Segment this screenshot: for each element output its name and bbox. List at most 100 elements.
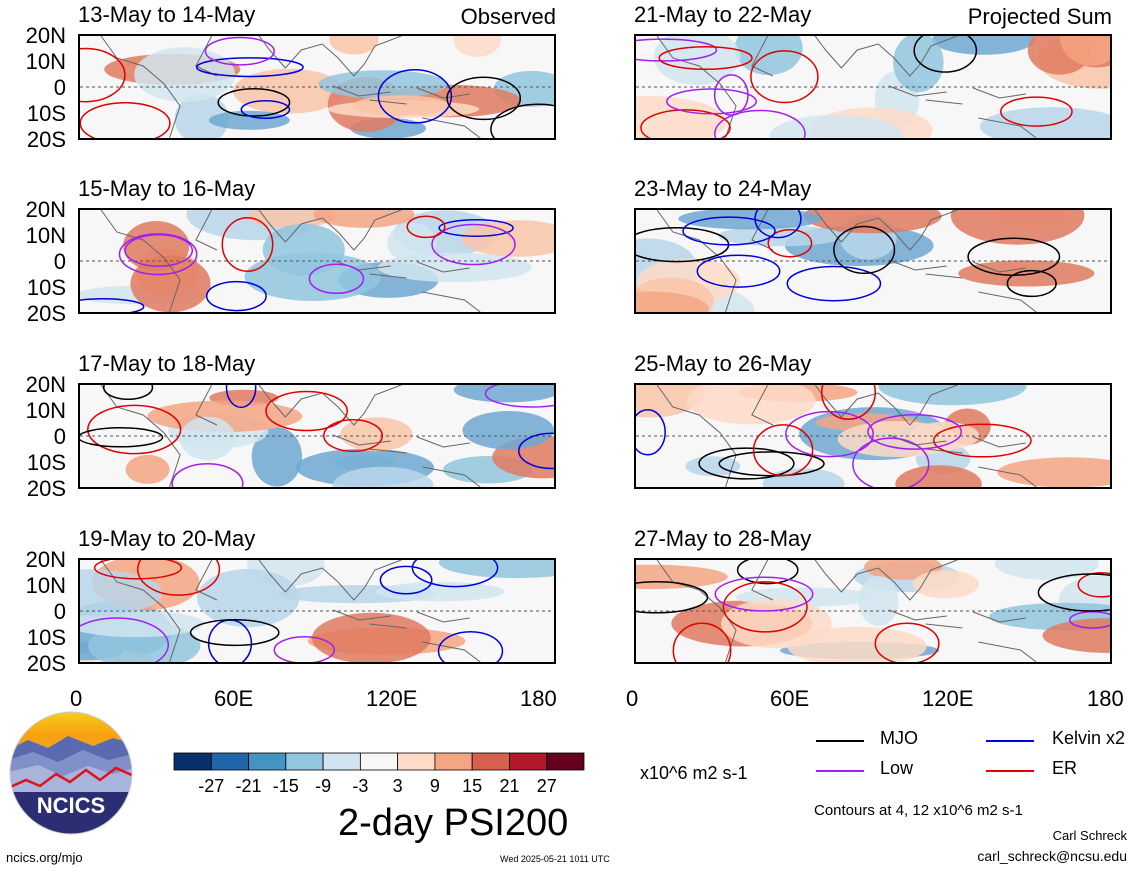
colorbar-swatch xyxy=(509,752,548,771)
colorbar-swatch xyxy=(210,752,249,771)
lon-tick-120e: 120E xyxy=(366,686,418,711)
coastline xyxy=(888,85,1037,138)
anomaly-patch xyxy=(453,36,501,57)
er-contour xyxy=(93,560,183,580)
anomaly-patch xyxy=(461,220,554,257)
mjo-contour xyxy=(1037,573,1110,612)
anomaly-patch xyxy=(311,612,431,662)
low-contour xyxy=(484,385,554,408)
er-contour xyxy=(767,228,813,258)
anomaly-patch xyxy=(950,210,1085,245)
coastline xyxy=(656,560,774,662)
coastline xyxy=(888,259,1037,312)
lat-tick: 10S xyxy=(26,450,66,475)
low-contour xyxy=(867,413,963,450)
coastline xyxy=(814,210,958,251)
anomaly-patch xyxy=(233,68,345,114)
colorbar-tick-label: -21 xyxy=(236,776,262,796)
low-contour xyxy=(785,410,874,458)
anomaly-patch xyxy=(636,564,728,590)
coastline xyxy=(814,385,958,426)
lat-tick: 20S xyxy=(26,301,66,326)
lat-tick: 0 xyxy=(53,424,66,449)
anomaly-patch xyxy=(376,582,505,602)
author: Carl Schreck xyxy=(1052,828,1127,843)
kelvin-contour xyxy=(437,630,504,662)
colorbar-tick-label: 3 xyxy=(393,776,403,796)
anomaly-patch xyxy=(958,260,1095,287)
lat-tick: 20N xyxy=(25,197,66,222)
anomaly-patch xyxy=(718,225,844,247)
anomaly-patch xyxy=(208,110,290,130)
lat-tick: 20S xyxy=(26,127,66,152)
lon-tick-60e: 60E xyxy=(770,686,810,711)
er-contour xyxy=(722,581,808,633)
low-contour xyxy=(308,263,365,295)
coastline xyxy=(888,609,1037,662)
mjo-contour xyxy=(636,581,709,614)
streamfunction-map xyxy=(78,34,556,140)
low-contour xyxy=(124,234,194,267)
kelvin-contour xyxy=(438,219,514,237)
panel-title: 15-May to 16-May xyxy=(78,176,256,201)
anomaly-patch xyxy=(377,252,532,283)
panel-title: 23-May to 24-May xyxy=(634,176,812,201)
streamfunction-map xyxy=(634,383,1112,489)
colorbar-swatch xyxy=(471,752,510,771)
mjo-contour xyxy=(446,76,522,121)
panel-tag: Observed xyxy=(460,4,556,29)
kelvin-contour xyxy=(682,216,776,246)
anomaly-patch xyxy=(1042,618,1110,653)
anomaly-patch xyxy=(769,114,903,138)
timestamp: Wed 2025-05-21 1011 UTC xyxy=(500,854,610,864)
site-link[interactable]: ncics.org/mjo xyxy=(6,850,83,865)
colorbar-tick-label: 15 xyxy=(462,776,482,796)
lon-tick-60e: 60E xyxy=(214,686,254,711)
colorbar-tick-label: 9 xyxy=(430,776,440,796)
anomaly-patch xyxy=(387,222,437,263)
anomaly-patch xyxy=(932,36,1035,55)
er-contour xyxy=(1077,571,1110,598)
anomaly-patch xyxy=(453,385,554,403)
anomaly-patch xyxy=(174,93,229,138)
coastline xyxy=(656,385,774,487)
kelvin-contour xyxy=(195,57,304,78)
lon-tick-120e: 120E xyxy=(922,686,974,711)
mjo-contour xyxy=(490,103,554,138)
colorbar-swatch xyxy=(285,752,324,771)
low-contour xyxy=(666,88,757,115)
anomaly-patch xyxy=(912,570,979,599)
lat-tick: 20N xyxy=(25,372,66,397)
anomaly-patch xyxy=(636,385,705,418)
anomaly-patch xyxy=(979,107,1110,138)
er-legend-line xyxy=(986,770,1034,772)
anomaly-patch xyxy=(125,454,170,484)
anomaly-patch xyxy=(80,610,204,638)
er-contour xyxy=(406,215,446,239)
er-contour xyxy=(640,109,731,138)
coastline xyxy=(100,560,218,662)
lat-tick: 20S xyxy=(26,651,66,676)
mjo-contour xyxy=(189,619,280,647)
anomaly-patch xyxy=(686,385,816,425)
contours-note: Contours at 4, 12 x10^6 m2 s-1 xyxy=(814,802,1023,819)
mjo-contour xyxy=(833,225,896,275)
anomaly-patch xyxy=(438,560,554,579)
colorbar-swatch xyxy=(359,752,399,771)
colorbar-swatch xyxy=(248,752,287,771)
lat-tick: 10N xyxy=(25,49,66,74)
anomaly-patch xyxy=(332,466,434,487)
er-contour xyxy=(80,47,126,103)
main-title: 2-day PSI200 xyxy=(338,802,569,844)
low-contour xyxy=(171,462,244,487)
low-contour xyxy=(714,109,806,138)
er-contour xyxy=(933,423,1032,458)
panel-title: 13-May to 14-May xyxy=(78,2,256,27)
coastline xyxy=(332,609,481,662)
contour-legend: MJO Kelvin x2 Low ER xyxy=(816,728,1126,790)
low-contour xyxy=(714,576,814,612)
lat-tick: 10S xyxy=(26,275,66,300)
er-contour xyxy=(80,101,171,138)
anomaly-patch xyxy=(251,427,303,487)
panel-title: 21-May to 22-May xyxy=(634,2,812,27)
